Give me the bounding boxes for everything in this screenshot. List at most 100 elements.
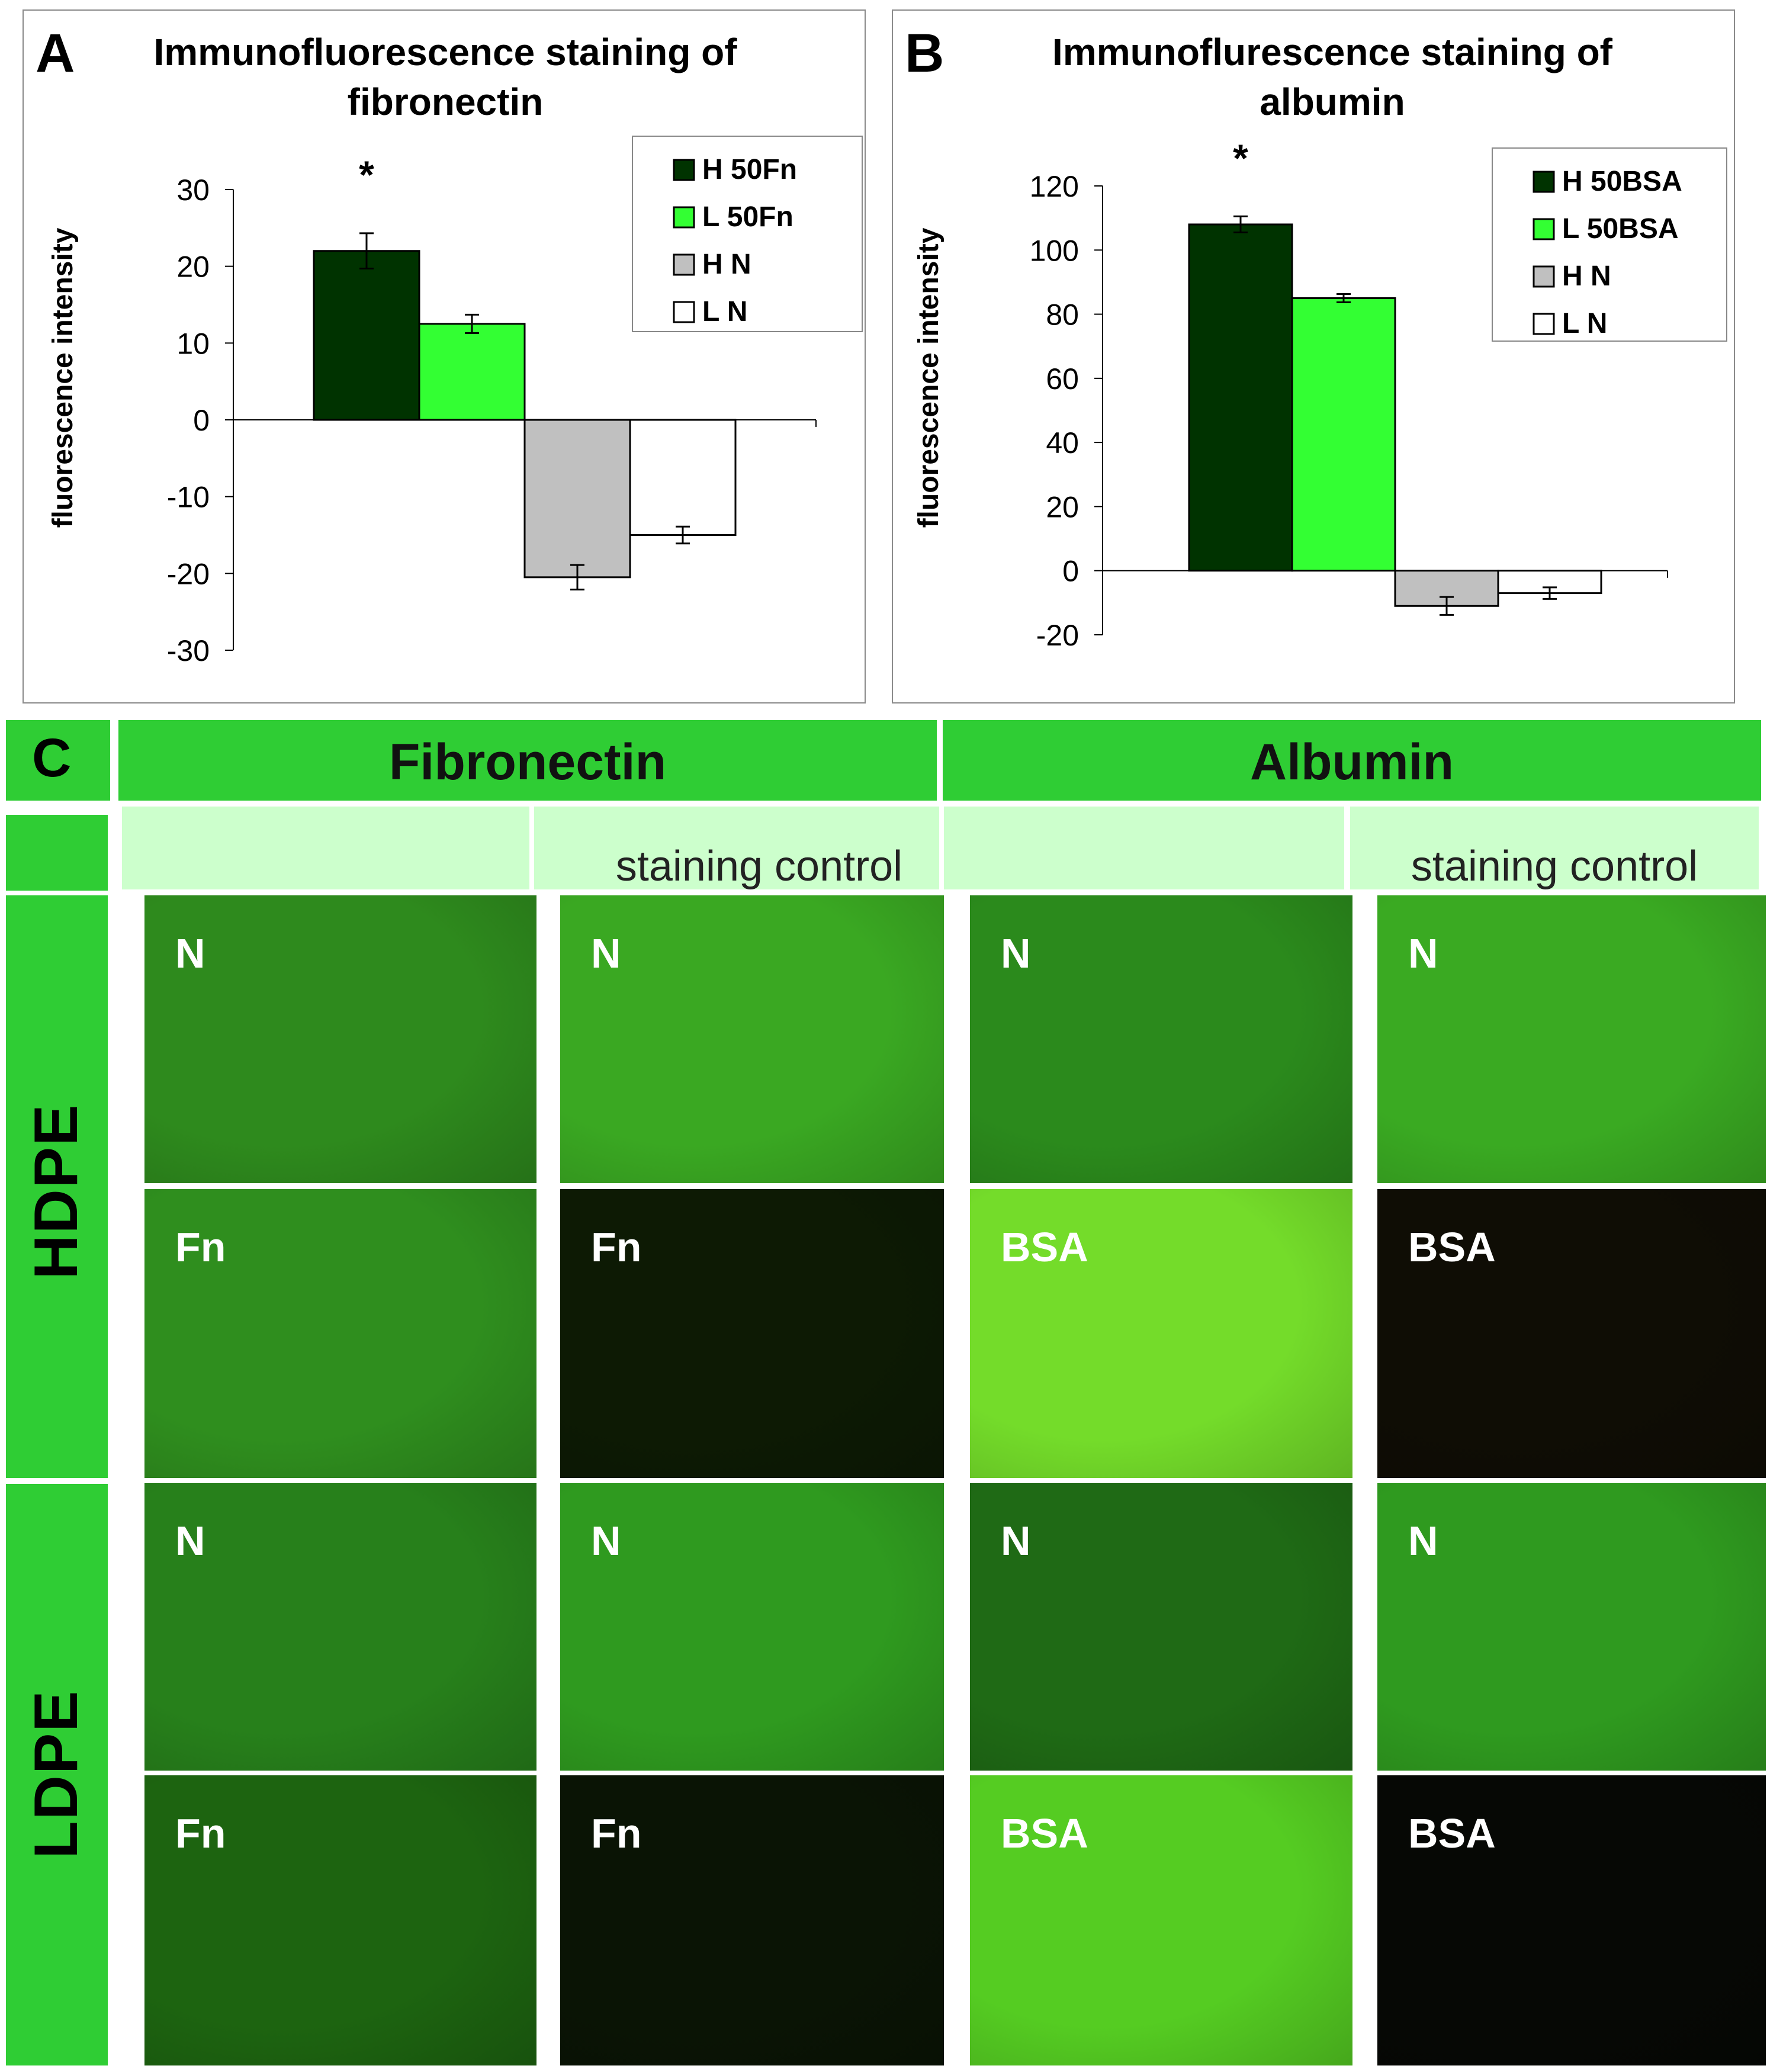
header-fibronectin-text: Fibronectin: [388, 734, 667, 791]
micrograph-tile: N: [560, 895, 944, 1183]
panel-b: B Immunoflurescence staining of albumin 12…: [892, 9, 1735, 703]
y-tick-label: -10: [167, 481, 210, 514]
header-fibronectin: Fibronectin: [118, 720, 937, 801]
legend-entry: L N: [1562, 308, 1607, 339]
y-tick-label: 0: [1062, 555, 1079, 588]
micrograph-label: BSA: [1001, 1224, 1088, 1270]
legend-entry: L 50Fn: [702, 201, 793, 233]
chart-title-line: Immunoflurescence staining of: [1052, 31, 1613, 73]
legend-entry: L N: [702, 296, 747, 327]
y-axis-label: fluorescence intensity: [913, 227, 944, 528]
micrograph-tile: Fn: [560, 1189, 944, 1478]
micrograph-label: Fn: [591, 1810, 642, 1856]
panel-c-letter: C: [32, 728, 72, 788]
micrograph-tile: BSA: [970, 1775, 1352, 2065]
subheader-fn-1: [122, 807, 529, 889]
micrograph-label: Fn: [591, 1224, 642, 1270]
micrograph-tile: N: [970, 895, 1352, 1183]
legend-swatch: [1533, 265, 1555, 288]
legend-swatch: [673, 253, 695, 276]
micrograph-label: N: [591, 1518, 621, 1564]
y-tick-label: 30: [176, 174, 210, 207]
group-ldpe-label: LDPE: [22, 1689, 91, 1859]
micrograph-label: BSA: [1408, 1224, 1496, 1270]
micrograph-label: N: [175, 930, 205, 976]
y-axis-label: fluorescence intensity: [47, 227, 79, 528]
y-tick-label: 80: [1046, 298, 1079, 332]
group-ldpe: LDPE: [6, 1484, 108, 2065]
micrograph-tile: BSA: [1377, 1189, 1766, 1478]
bar-h-n: [523, 419, 631, 579]
y-tick-label: 100: [1030, 234, 1079, 267]
micrograph-tile: N: [1377, 895, 1766, 1183]
y-tick-label: -20: [1036, 619, 1079, 652]
y-tick-label: 10: [176, 327, 210, 360]
subheader-fn-control: staining control: [534, 807, 939, 890]
chart-a: Immunofluorescence staining of fibronecti…: [47, 31, 863, 667]
micrograph-label: N: [1408, 930, 1438, 976]
micrograph-label: N: [1001, 1518, 1031, 1564]
significance-star: *: [1233, 136, 1248, 180]
subheader-alb-control-text: staining control: [1411, 843, 1698, 890]
y-tick-label: 0: [193, 404, 210, 437]
legend-swatch: [673, 159, 695, 181]
subheader-corner: [6, 815, 108, 891]
y-tick-label: 40: [1046, 426, 1079, 460]
y-tick-label: 20: [1046, 490, 1079, 523]
panel-a: A Immunofluorescence staining of fibronec…: [23, 9, 866, 703]
legend-entry: L 50BSA: [1562, 213, 1679, 245]
chart-title-line: albumin: [1260, 81, 1405, 123]
micrograph-tile: N: [1377, 1483, 1766, 1771]
legend-box: [1492, 147, 1727, 342]
micrograph-tile: Fn: [144, 1775, 536, 2065]
micrograph-label: N: [1408, 1518, 1438, 1564]
panel-c-corner: C: [6, 720, 110, 801]
bar-l-50fn: [418, 323, 526, 421]
micrograph-label: BSA: [1001, 1810, 1088, 1856]
significance-star: *: [359, 153, 374, 197]
y-tick-label: -30: [167, 634, 210, 667]
chart-b: Immunoflurescence staining of albumin 120 1…: [913, 31, 1727, 652]
subheader-alb-control: staining control: [1350, 807, 1759, 890]
micrograph-tile: N: [144, 895, 536, 1183]
micrograph-tile: BSA: [970, 1189, 1352, 1478]
y-tick-label: 60: [1046, 362, 1079, 396]
micrograph-label: BSA: [1408, 1810, 1496, 1856]
panel-a-letter: A: [36, 23, 75, 83]
y-tick-label: 20: [176, 250, 210, 284]
legend-entry: H 50Fn: [702, 154, 797, 185]
y-tick-label: 120: [1030, 170, 1079, 203]
legend-box: [632, 136, 863, 332]
micrograph-label: N: [175, 1518, 205, 1564]
micrograph-tile: N: [970, 1483, 1352, 1771]
legend-swatch: [673, 206, 695, 229]
subheader-alb-1: [944, 807, 1344, 889]
micrograph-label: N: [591, 930, 621, 976]
bar-h-50fn: [313, 250, 420, 421]
micrograph-label: Fn: [175, 1810, 226, 1856]
legend-swatch: [1533, 218, 1555, 240]
micrograph-label: Fn: [175, 1224, 226, 1270]
bar-l-n: [1497, 570, 1602, 595]
micrograph-tile: N: [560, 1483, 944, 1771]
micrograph-tile: Fn: [560, 1775, 944, 2065]
legend-swatch: [1533, 171, 1555, 193]
header-albumin-text: Albumin: [1250, 734, 1454, 791]
group-hdpe: HDPE: [6, 895, 108, 1478]
bar-l-50bsa: [1291, 297, 1396, 572]
micrograph-label: N: [1001, 930, 1031, 976]
y-tick-label: -20: [167, 557, 210, 590]
bar-h-50bsa: [1188, 223, 1293, 572]
chart-title-line: fibronectin: [348, 81, 544, 123]
micrograph-tile: N: [144, 1483, 536, 1771]
subheader-fn-control-text: staining control: [615, 843, 903, 890]
chart-title-line: Immunofluorescence staining of: [153, 31, 737, 73]
group-hdpe-label: HDPE: [22, 1103, 91, 1280]
legend-entry: H N: [702, 249, 751, 280]
legend-swatch: [673, 301, 695, 323]
legend-entry: H N: [1562, 261, 1611, 292]
bar-l-n: [629, 419, 737, 536]
panel-b-letter: B: [905, 23, 944, 83]
micrograph-tile: BSA: [1377, 1775, 1766, 2065]
micrograph-tile: Fn: [144, 1189, 536, 1478]
